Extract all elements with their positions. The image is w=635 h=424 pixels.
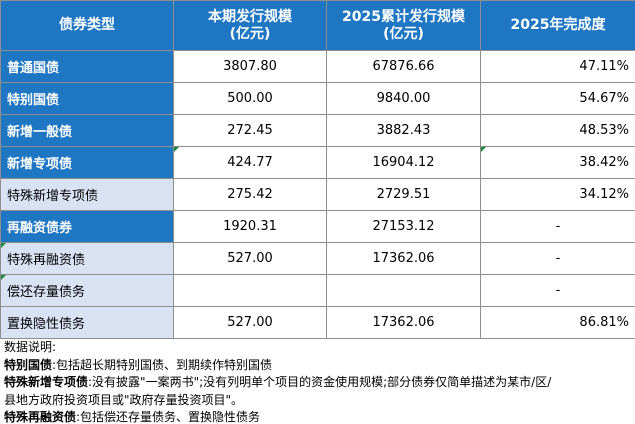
row-label: 特殊新增专项债	[0, 178, 174, 211]
note-term: 特别国债	[4, 357, 53, 372]
note-special-new-special-bond: 特殊新增专项债:没有披露"一案两书";没有列明单个项目的资金使用规模;部分债券仅…	[4, 374, 632, 392]
header-bond-type: 债券类型	[0, 0, 174, 51]
header-current-issuance: 本期发行规模 (亿元)	[173, 0, 327, 51]
cell-current: 1920.31	[173, 210, 327, 243]
table-row: 偿还存量债务 -	[0, 274, 635, 307]
cell-current: 500.00	[173, 82, 327, 115]
row-label: 置换隐性债务	[0, 306, 174, 339]
note-special-refinancing: 特殊再融资债:包括偿还存量债务、置换隐性债务	[4, 409, 632, 424]
cell-current: 3807.80	[173, 50, 327, 83]
bond-issuance-table: 债券类型 本期发行规模 (亿元) 2025累计发行规模 (亿元) 2025年完成度 …	[0, 0, 635, 339]
cell-cumulative: 9840.00	[326, 82, 481, 115]
notes-title: 数据说明:	[4, 340, 57, 354]
cell-current	[173, 274, 327, 307]
row-label: 特别国债	[0, 82, 174, 115]
cell-completion: 38.42%	[480, 146, 635, 179]
cell-cumulative: 17362.06	[326, 242, 481, 275]
note-text: :没有披露"一案两书";没有列明单个项目的资金使用规模;部分债券仅简单描述为某市…	[88, 375, 552, 389]
row-label: 特殊再融资债	[0, 242, 174, 275]
cell-cumulative: 2729.51	[326, 178, 481, 211]
cell-current: 275.42	[173, 178, 327, 211]
note-text: :包括超长期特别国债、到期续作特别国债	[52, 357, 273, 372]
table-row: 新增一般债 272.45 3882.43 48.53%	[0, 114, 635, 147]
row-label: 再融资债券	[0, 210, 174, 243]
note-special-treasury: 特别国债:包括超长期特别国债、到期续作特别国债	[4, 357, 632, 375]
cell-cumulative: 17362.06	[326, 306, 481, 339]
cell-cumulative: 27153.12	[326, 210, 481, 243]
cell-completion: -	[480, 274, 635, 307]
cell-current: 424.77	[173, 146, 327, 179]
note-term: 特殊新增专项债	[4, 375, 89, 389]
cell-completion: 86.81%	[480, 306, 635, 339]
data-notes: 数据说明: 特别国债:包括超长期特别国债、到期续作特别国债 特殊新增专项债:没有…	[4, 339, 632, 424]
table-row: 特别国债 500.00 9840.00 54.67%	[0, 82, 635, 115]
header-completion: 2025年完成度	[480, 0, 635, 51]
cell-completion: 48.53%	[480, 114, 635, 147]
note-text: :包括偿还存量债务、置换隐性债务	[76, 410, 261, 424]
cell-cumulative: 3882.43	[326, 114, 481, 147]
table-header-row: 债券类型 本期发行规模 (亿元) 2025累计发行规模 (亿元) 2025年完成度	[0, 0, 635, 51]
table-row: 置换隐性债务 527.00 17362.06 86.81%	[0, 306, 635, 339]
cell-cumulative	[326, 274, 481, 307]
cell-completion: -	[480, 210, 635, 243]
table-row: 特殊新增专项债 275.42 2729.51 34.12%	[0, 178, 635, 211]
cell-completion: 47.11%	[480, 50, 635, 83]
table-row: 普通国债 3807.80 67876.66 47.11%	[0, 50, 635, 83]
row-label: 新增一般债	[0, 114, 174, 147]
row-label: 新增专项债	[0, 146, 174, 179]
cell-completion: 54.67%	[480, 82, 635, 115]
row-label: 普通国债	[0, 50, 174, 83]
table-row: 特殊再融资债 527.00 17362.06 -	[0, 242, 635, 275]
cell-cumulative: 67876.66	[326, 50, 481, 83]
cell-completion: 34.12%	[480, 178, 635, 211]
cell-completion: -	[480, 242, 635, 275]
cell-current: 527.00	[173, 242, 327, 275]
cell-cumulative: 16904.12	[326, 146, 481, 179]
note-continuation: 县地方政府投资项目或"政府存量投资项目"。	[4, 392, 244, 407]
table-row: 再融资债券 1920.31 27153.12 -	[0, 210, 635, 243]
row-label: 偿还存量债务	[0, 274, 174, 307]
note-term: 特殊再融资债	[4, 410, 77, 424]
cell-current: 527.00	[173, 306, 327, 339]
header-cumulative-issuance: 2025累计发行规模 (亿元)	[326, 0, 481, 51]
cell-current: 272.45	[173, 114, 327, 147]
table-row: 新增专项债 424.77 16904.12 38.42%	[0, 146, 635, 179]
